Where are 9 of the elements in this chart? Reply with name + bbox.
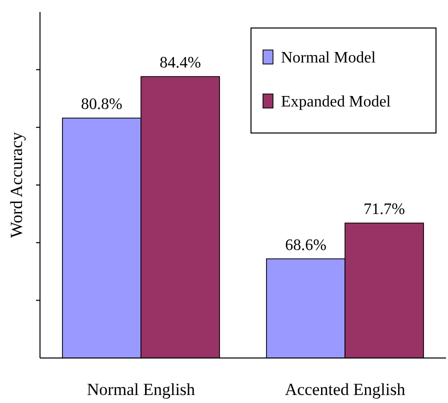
legend-label: Expanded Model	[281, 94, 392, 111]
data-label: 71.7%	[364, 201, 405, 218]
x-tick-label: Accented English	[284, 380, 406, 399]
data-label: 84.4%	[160, 54, 201, 72]
y-axis-title: Word Accuracy	[7, 132, 26, 238]
legend-label: Normal Model	[281, 50, 376, 67]
data-label: 80.8%	[81, 96, 122, 114]
x-tick-label: Normal English	[86, 380, 196, 399]
data-label: 68.6%	[285, 236, 326, 254]
